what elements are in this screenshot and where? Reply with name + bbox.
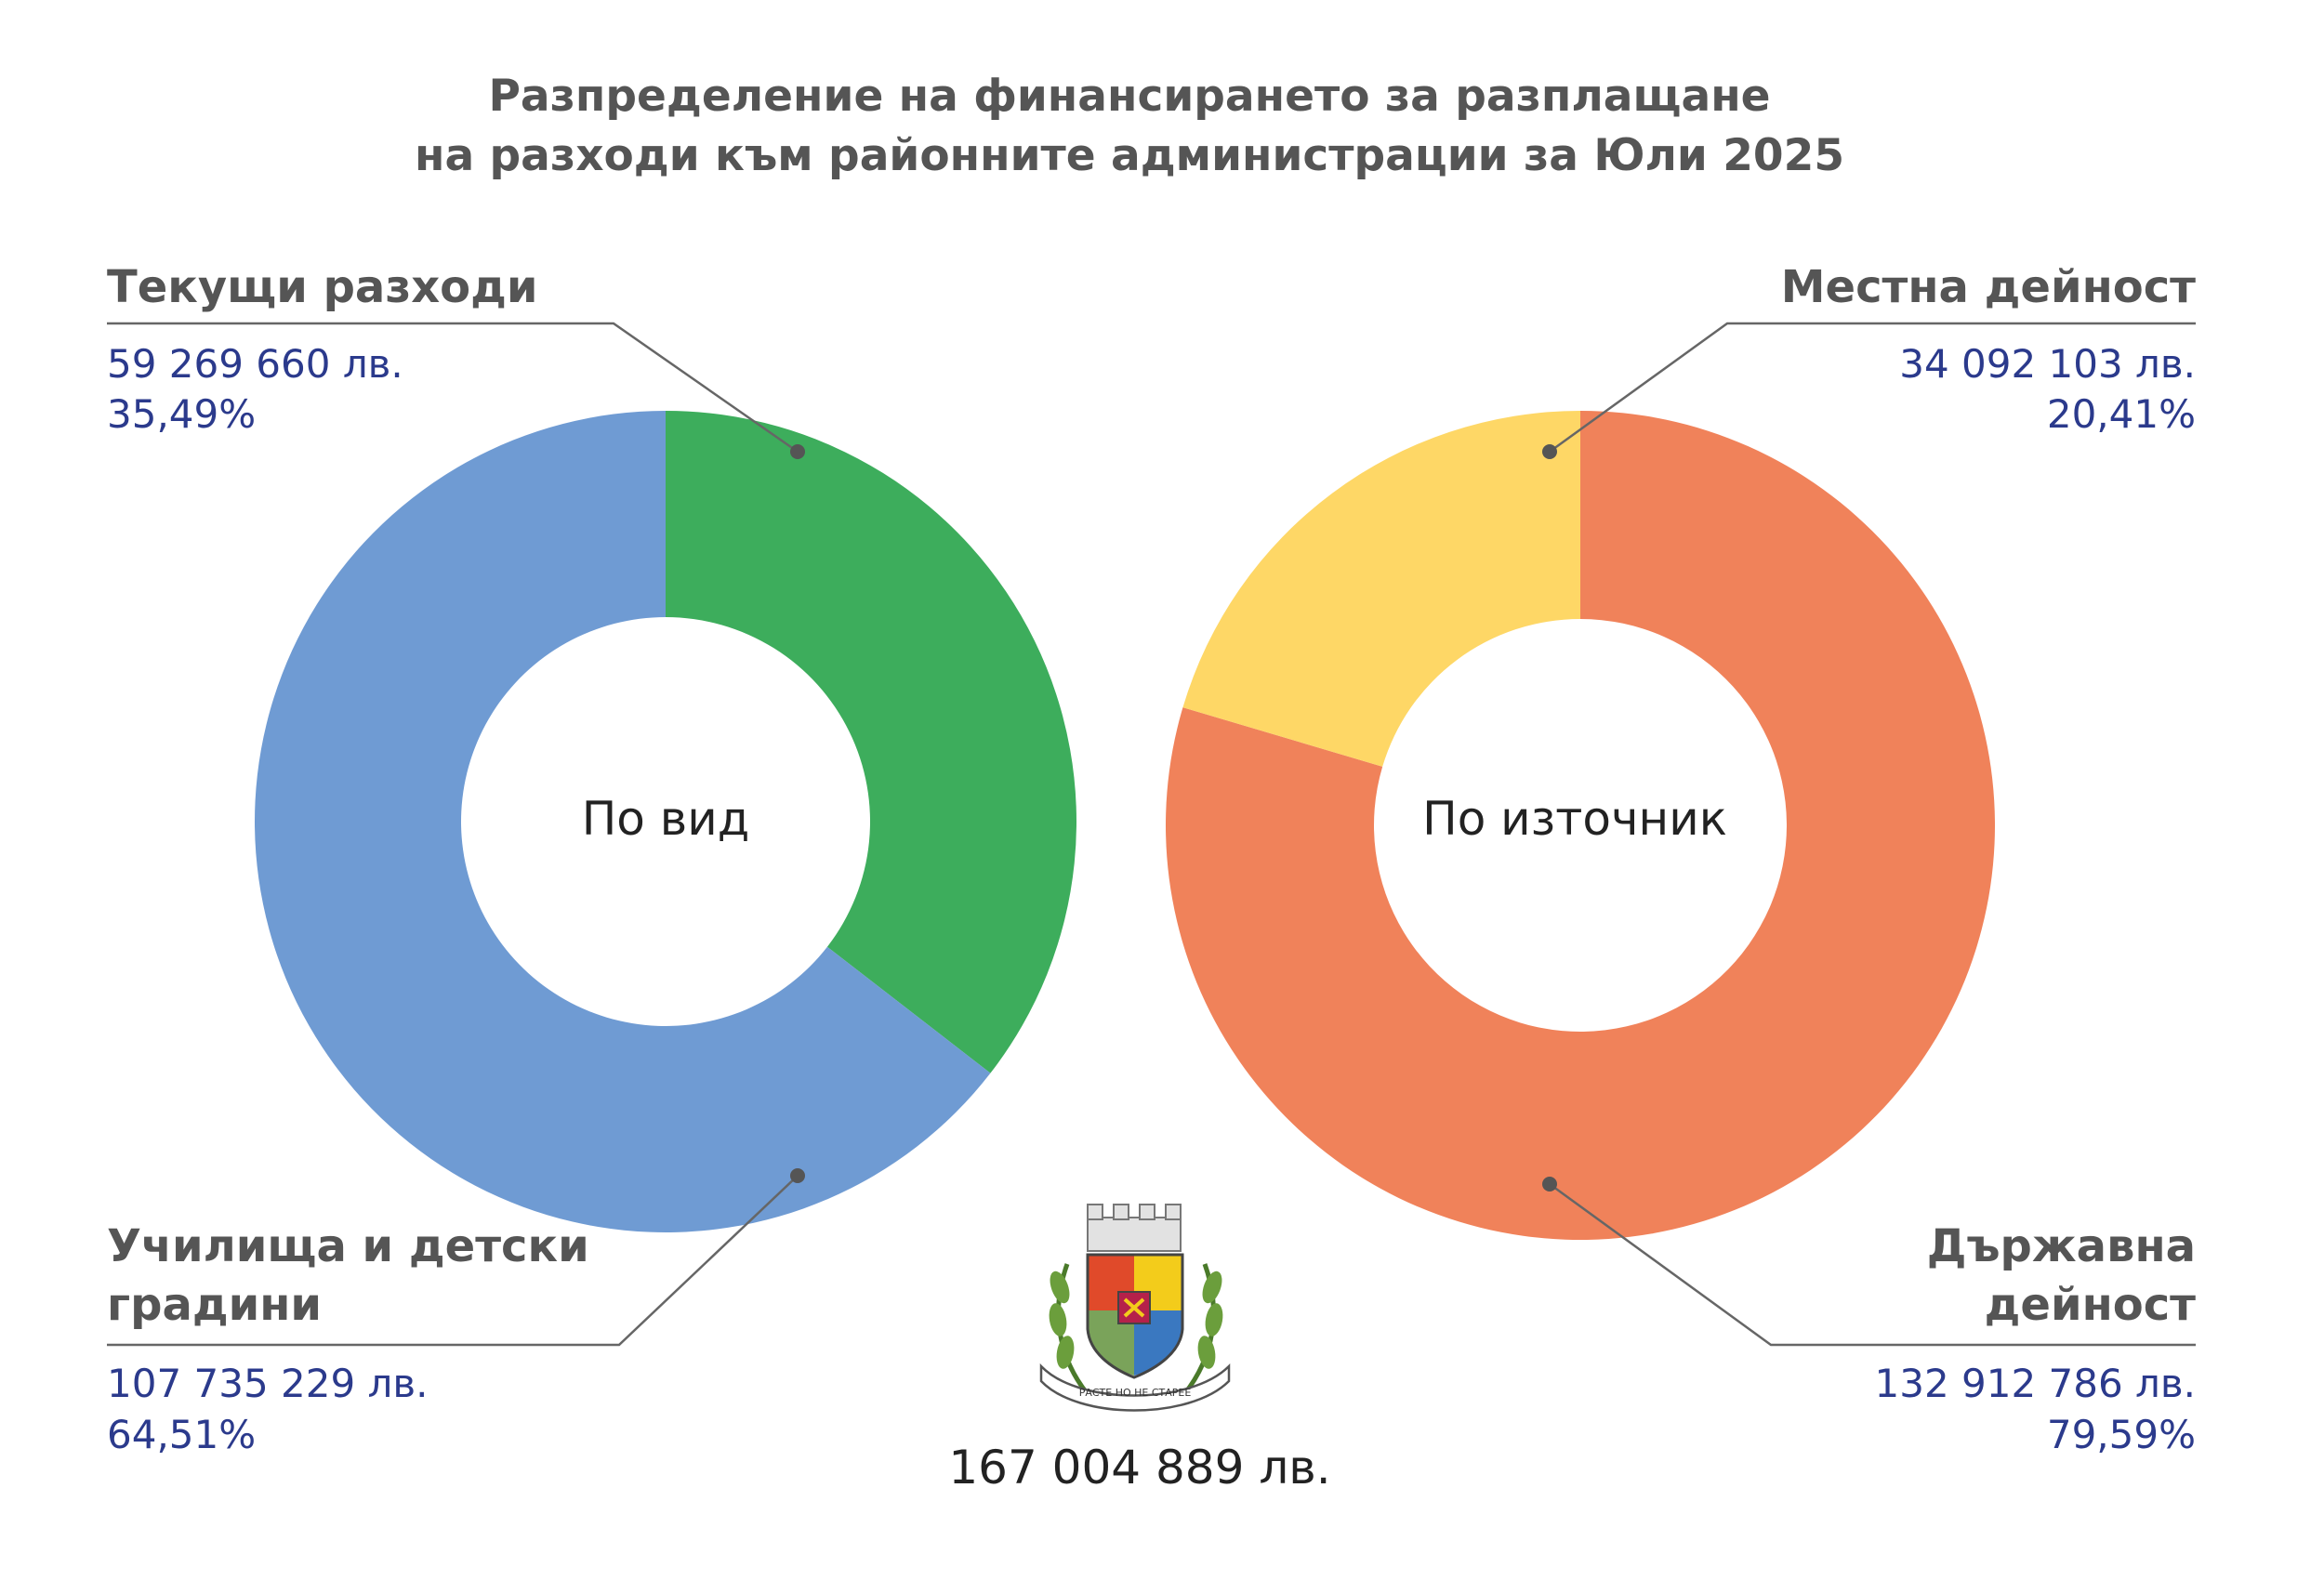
leader-dot (790, 444, 805, 459)
sofia-coat-of-arms-icon: РАСТЕ НО НЕ СТАРЕЕ (1039, 1204, 1231, 1412)
logo-motto: РАСТЕ НО НЕ СТАРЕЕ (1079, 1387, 1192, 1399)
label-local-amount: 34 092 103 лв. (1899, 341, 2196, 387)
leader-line-local (1549, 322, 2196, 454)
donut-slice-1 (255, 411, 991, 1232)
label-local-percent: 20,41% (2047, 391, 2196, 437)
leader-dots (790, 444, 1557, 1192)
chart-title-line-2: на разходи към районните администрации з… (414, 130, 1845, 181)
donut-by-source (1166, 411, 1995, 1240)
label-state-name-line-1: Държавна (1927, 1220, 2196, 1272)
label-schools-percent: 64,51% (107, 1412, 256, 1457)
leader-dot (790, 1168, 805, 1183)
donut-by-type (255, 411, 1076, 1232)
center-label-by-source: По източник (1422, 792, 1727, 846)
donut-slice-0 (666, 411, 1076, 1073)
leader-line-schools (107, 1175, 799, 1347)
chart-title-line-1: Разпределение на финансирането за разпла… (488, 71, 1771, 122)
label-current-expenses-percent: 35,49% (107, 391, 256, 437)
chart-title: Разпределение на финансирането за разпла… (0, 67, 2259, 186)
center-label-by-type: По вид (582, 792, 750, 846)
label-schools-name-line-2: градини (107, 1279, 322, 1331)
label-current-expenses-amount: 59 269 660 лв. (107, 341, 403, 387)
label-state-amount: 132 912 786 лв. (1875, 1361, 2197, 1406)
label-schools-amount: 107 735 229 лв. (107, 1361, 429, 1406)
total-amount: 167 004 889 лв. (948, 1441, 1330, 1494)
leader-line-state (1549, 1182, 2196, 1347)
label-state-name-line-2: дейност (1985, 1279, 2197, 1331)
leader-lines (107, 322, 2196, 1347)
leader-dot (1542, 444, 1557, 459)
donut-slice-1 (1182, 411, 1580, 767)
label-schools-name-line-1: Училища и детски (107, 1220, 589, 1272)
donut-slice-0 (1166, 411, 1995, 1240)
leader-dot (1542, 1177, 1557, 1192)
label-current-expenses-name: Текущи разходи (107, 261, 538, 313)
label-local-name: Местна дейност (1781, 261, 2196, 313)
leader-line-current-expenses (107, 322, 799, 454)
label-state-percent: 79,59% (2047, 1412, 2196, 1457)
